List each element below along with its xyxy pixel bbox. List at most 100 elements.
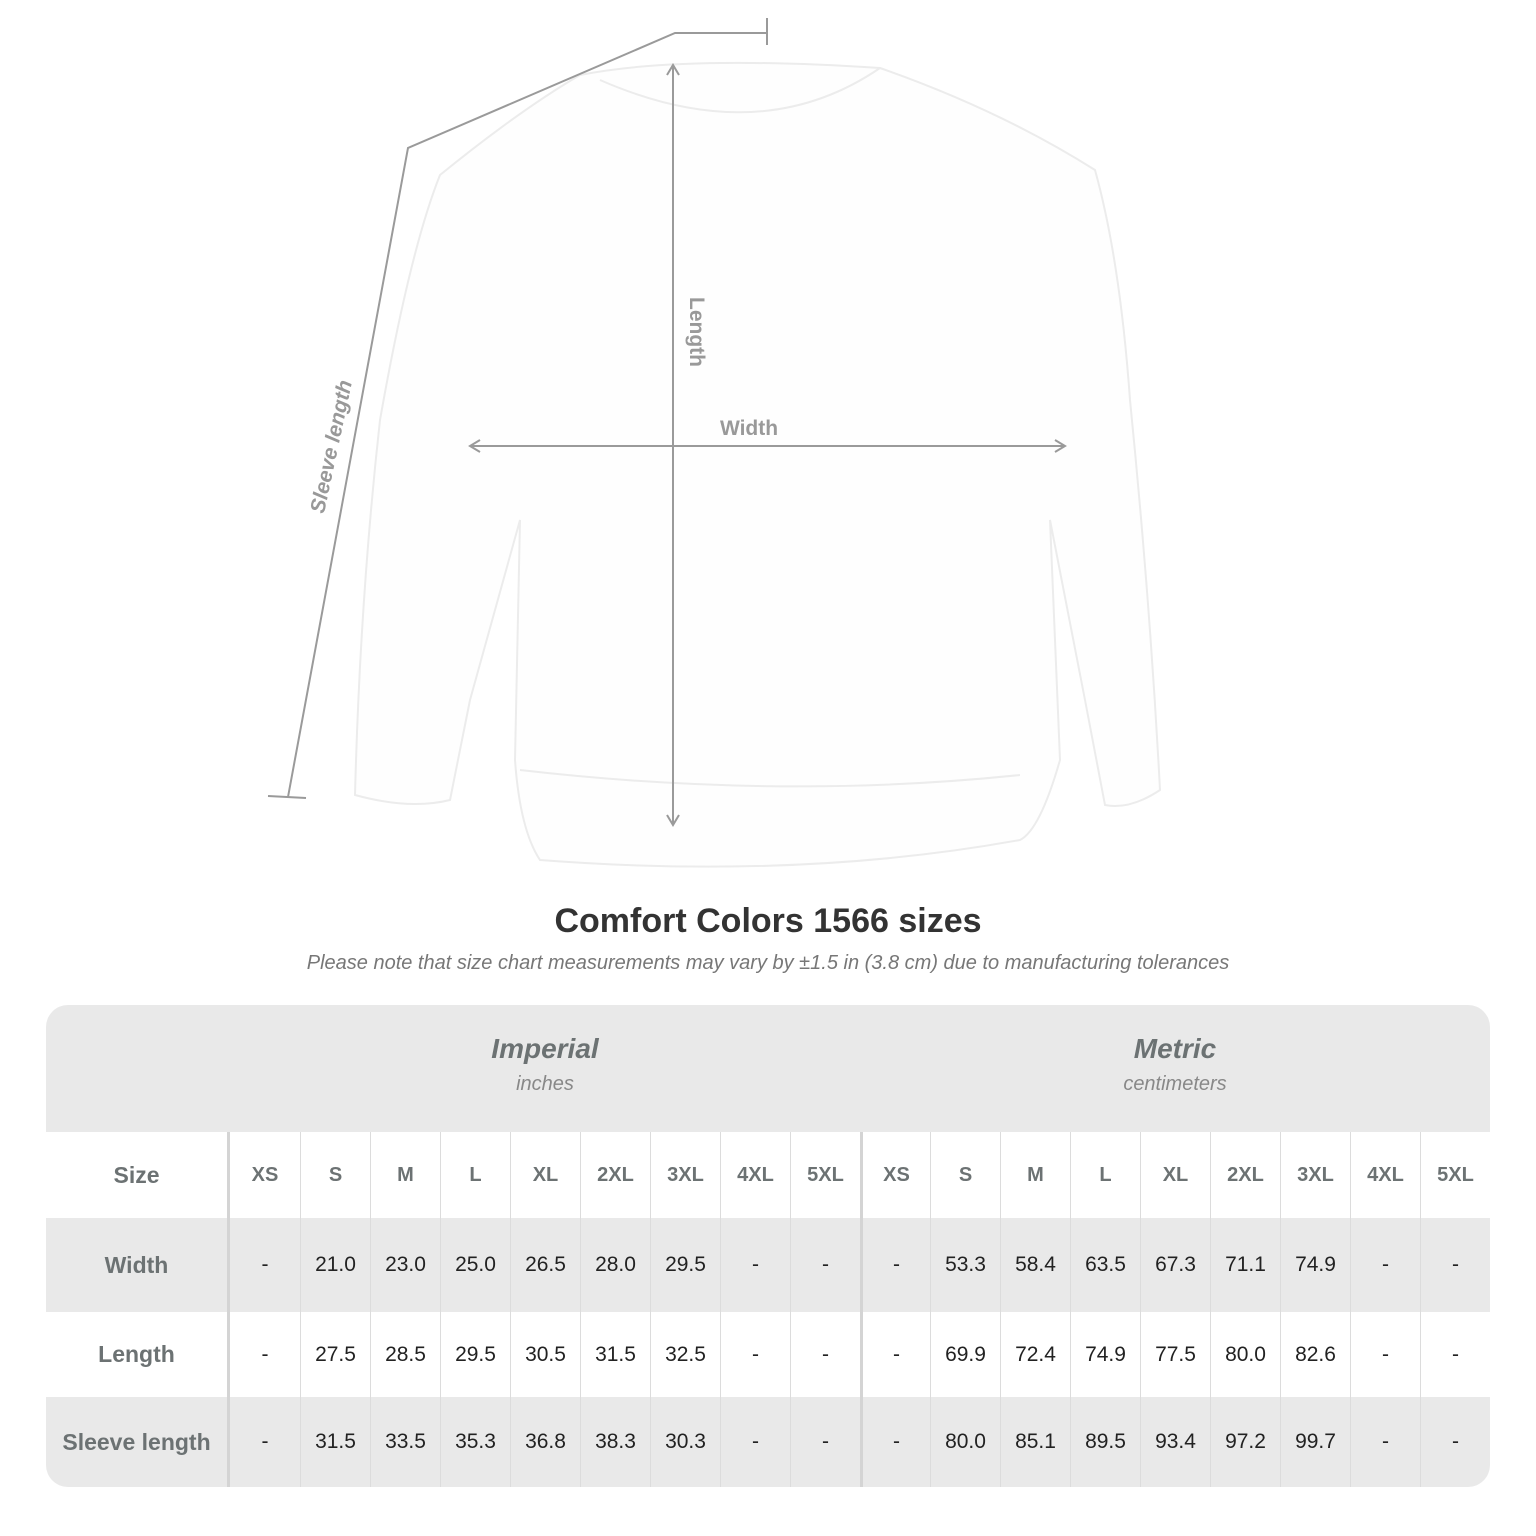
size-header-row: Size XS S M L XL 2XL 3XL 4XL 5XL XS S M L XL 2XL 3XL 4XL 5…: [46, 1132, 1490, 1218]
width-arrow-left: [468, 439, 481, 453]
length-label: Length: [685, 297, 708, 367]
imperial-cell: 31.5: [300, 1397, 370, 1487]
size-table: Imperial inches Metric centimeters Size X…: [46, 1005, 1490, 1487]
size-header-cell: XL: [1140, 1132, 1210, 1218]
row-label: Length: [46, 1312, 230, 1397]
imperial-cell: 21.0: [300, 1218, 370, 1312]
sweatshirt-image: [353, 61, 1162, 868]
table-row: Sleeve length -31.5 33.5 35.3 36.8 38.3 30.3- -…: [46, 1397, 1490, 1487]
imperial-cell: 25.0: [440, 1218, 510, 1312]
imperial-cell: 35.3: [440, 1397, 510, 1487]
row-label: Sleeve length: [46, 1397, 230, 1487]
imperial-cell: -: [720, 1218, 790, 1312]
metric-cell: -: [1350, 1397, 1420, 1487]
width-label: Width: [720, 417, 778, 440]
sleeve-line: [287, 32, 766, 798]
imperial-title: Imperial: [491, 1033, 599, 1064]
table-row: Width -21.0 23.0 25.0 26.5 28.0 29.5- - -53.3 58.…: [46, 1218, 1490, 1312]
imperial-cell: 36.8: [510, 1397, 580, 1487]
size-header-cell: 5XL: [1420, 1132, 1490, 1218]
metric-cell: 74.9: [1280, 1218, 1350, 1312]
imperial-cell: 29.5: [650, 1218, 720, 1312]
metric-unit: centimeters: [1123, 1073, 1227, 1095]
size-header-cell: L: [440, 1132, 510, 1218]
metric-cell: 99.7: [1280, 1397, 1350, 1487]
size-header-cell: S: [930, 1132, 1000, 1218]
imperial-cell: 38.3: [580, 1397, 650, 1487]
imperial-cell: 33.5: [370, 1397, 440, 1487]
imperial-cell: 26.5: [510, 1218, 580, 1312]
imperial-cell: 32.5: [650, 1312, 720, 1397]
imperial-cell: -: [261, 1253, 269, 1276]
imperial-cell: -: [261, 1342, 269, 1366]
width-arrow-right: [1054, 439, 1067, 453]
size-header-cell: M: [1000, 1132, 1070, 1218]
size-header-cell: 5XL: [790, 1132, 860, 1218]
imperial-cell: 29.5: [440, 1312, 510, 1397]
metric-cell: -: [1420, 1312, 1490, 1397]
metric-cell: 93.4: [1140, 1397, 1210, 1487]
imperial-cell: -: [720, 1397, 790, 1487]
metric-cell: 77.5: [1140, 1312, 1210, 1397]
imperial-cell: 31.5: [580, 1312, 650, 1397]
metric-cell: 63.5: [1070, 1218, 1140, 1312]
size-header-cell: 3XL: [1280, 1132, 1350, 1218]
unit-header: [46, 1005, 1490, 1132]
metric-cell: 69.9: [930, 1312, 1000, 1397]
metric-cell: 89.5: [1070, 1397, 1140, 1487]
metric-cell: 80.0: [930, 1397, 1000, 1487]
imperial-cell: 28.0: [580, 1218, 650, 1312]
metric-cell: 82.6: [1280, 1312, 1350, 1397]
page-title: Comfort Colors 1566 sizes: [554, 902, 982, 940]
size-header-cell: S: [300, 1132, 370, 1218]
imperial-cell: -: [790, 1397, 860, 1487]
metric-cell: 80.0: [1210, 1312, 1280, 1397]
metric-cell: -: [1420, 1397, 1490, 1487]
metric-cell: -: [1350, 1218, 1420, 1312]
length-arrow-top: [666, 63, 680, 76]
size-header-cell: 2XL: [580, 1132, 650, 1218]
sleeve-length-label: Sleeve length: [306, 378, 357, 515]
imperial-cell: 23.0: [370, 1218, 440, 1312]
table-row: Length -27.5 28.5 29.5 30.5 31.5 32.5- - -69.9 72…: [46, 1312, 1490, 1397]
imperial-group: Imperial inches: [230, 1005, 860, 1132]
metric-cell: 72.4: [1000, 1312, 1070, 1397]
row-label: Size: [46, 1132, 230, 1218]
metric-cell: 74.9: [1070, 1312, 1140, 1397]
size-header-cell: M: [370, 1132, 440, 1218]
size-header-cell: 4XL: [720, 1132, 790, 1218]
metric-cell: 58.4: [1000, 1218, 1070, 1312]
size-header-cell: L: [1070, 1132, 1140, 1218]
metric-cell: -: [860, 1397, 930, 1487]
size-header-cell: 4XL: [1350, 1132, 1420, 1218]
imperial-cell: -: [790, 1312, 860, 1397]
imperial-cell: 30.5: [510, 1312, 580, 1397]
size-header-cell: 2XL: [1210, 1132, 1280, 1218]
row-label: Width: [46, 1218, 230, 1312]
imperial-cell: -: [790, 1218, 860, 1312]
size-header-cell: XS: [251, 1163, 279, 1186]
metric-cell: 53.3: [930, 1218, 1000, 1312]
imperial-unit: inches: [516, 1073, 574, 1095]
metric-cell: 97.2: [1210, 1397, 1280, 1487]
imperial-cell: -: [720, 1312, 790, 1397]
metric-cell: 67.3: [1140, 1218, 1210, 1312]
imperial-cell: -: [261, 1430, 269, 1453]
metric-cell: -: [860, 1218, 930, 1312]
metric-cell: 85.1: [1000, 1397, 1070, 1487]
imperial-cell: 30.3: [650, 1397, 720, 1487]
metric-group: Metric centimeters: [860, 1005, 1490, 1132]
metric-cell: -: [1350, 1312, 1420, 1397]
imperial-cell: 27.5: [300, 1312, 370, 1397]
length-arrow-bottom: [666, 814, 680, 827]
tolerance-note: Please note that size chart measurements…: [306, 952, 1230, 974]
metric-cell: 71.1: [1210, 1218, 1280, 1312]
imperial-cell: 28.5: [370, 1312, 440, 1397]
metric-cell: -: [1420, 1218, 1490, 1312]
metric-title: Metric: [1133, 1033, 1217, 1064]
metric-cell: -: [860, 1312, 930, 1397]
size-header-cell: XS: [860, 1132, 930, 1218]
size-header-cell: 3XL: [650, 1132, 720, 1218]
size-header-cell: XL: [510, 1132, 580, 1218]
sweatshirt-diagram: Length Width Sleeve length: [267, 18, 1162, 868]
